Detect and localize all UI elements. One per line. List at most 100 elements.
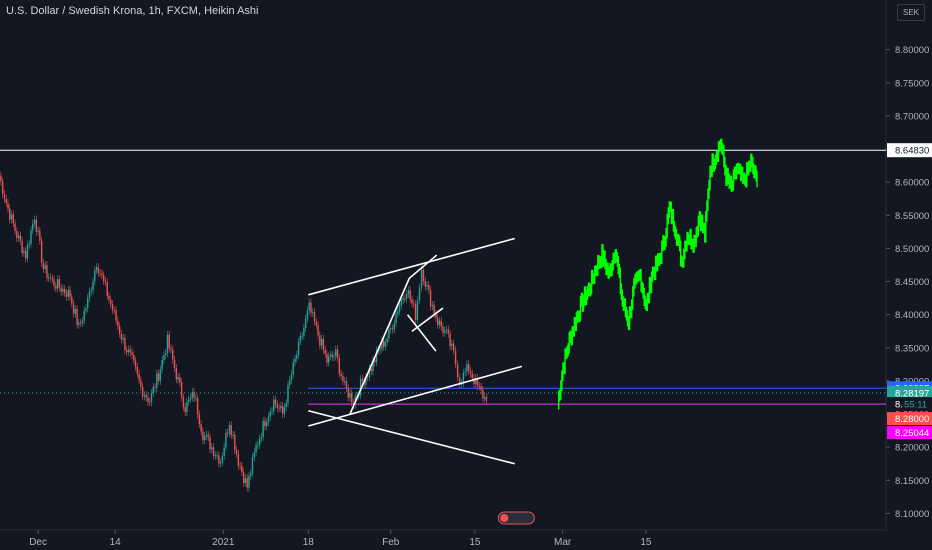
price-candle	[227, 432, 229, 434]
price-candle	[370, 368, 372, 372]
price-candle	[381, 340, 383, 350]
price-candle	[429, 290, 432, 307]
price-candle	[175, 368, 178, 380]
price-candle	[473, 378, 475, 385]
price-candle	[274, 399, 277, 405]
price-candle	[418, 287, 421, 301]
x-tick-label: 14	[110, 537, 122, 548]
price-candle	[39, 230, 41, 241]
price-candle	[404, 298, 406, 300]
price-candle	[209, 437, 211, 450]
y-tick-label: 8.20000	[895, 443, 929, 454]
price-candle	[366, 377, 369, 378]
price-candle	[147, 397, 149, 402]
y-tick-label: 8.45000	[895, 277, 929, 288]
price-candle	[195, 397, 197, 399]
price-candle	[384, 341, 387, 347]
price-candle	[228, 425, 231, 434]
price-candle	[476, 378, 479, 386]
price-candle	[251, 457, 254, 474]
price-candle	[166, 334, 169, 354]
price-candle	[14, 223, 16, 232]
price-candle	[402, 298, 404, 300]
price-candle	[407, 290, 410, 295]
price-candle	[115, 310, 117, 321]
price-candle	[379, 349, 381, 351]
price-candle	[94, 270, 96, 282]
price-candle	[391, 328, 394, 330]
price-candle	[177, 377, 179, 380]
price-candle	[219, 462, 222, 464]
price-candle	[273, 399, 275, 412]
x-tick-label: 15	[640, 537, 652, 548]
price-candle	[88, 291, 91, 299]
price-candle	[203, 436, 206, 441]
price-candle	[216, 455, 218, 457]
price-candle	[95, 267, 98, 271]
price-candle	[340, 373, 342, 377]
price-candle	[398, 305, 401, 312]
price-candle	[124, 337, 126, 351]
resistance-line-label-bg	[887, 143, 932, 158]
price-candle	[7, 202, 9, 209]
price-candle	[0, 175, 2, 182]
price-candle	[352, 402, 355, 405]
price-candle	[133, 354, 135, 361]
trend-line	[308, 365, 523, 427]
price-candle	[108, 295, 110, 300]
price-candle	[214, 455, 216, 457]
price-candle	[69, 289, 71, 297]
price-candle	[368, 368, 371, 378]
price-candle	[267, 416, 270, 423]
x-tick-label: 2021	[212, 537, 235, 548]
price-candle	[28, 243, 30, 245]
price-candle	[102, 275, 105, 281]
currency-button[interactable]: SEK	[897, 4, 925, 21]
price-candle	[232, 434, 234, 436]
magenta-level-line-label-bg	[887, 397, 932, 412]
price-candle	[159, 369, 162, 381]
price-candle	[285, 403, 287, 408]
price-candle	[262, 420, 264, 437]
y-tick-label: 8.40000	[895, 310, 929, 321]
price-candle	[40, 240, 43, 263]
price-candle	[246, 478, 248, 488]
price-candle	[469, 370, 472, 374]
chart-title: U.S. Dollar / Swedish Krona, 1h, FXCM, H…	[6, 5, 259, 17]
price-series	[0, 171, 488, 492]
price-candle	[205, 434, 208, 437]
price-candle	[393, 323, 395, 330]
price-candle	[78, 322, 80, 325]
price-candle	[336, 349, 339, 359]
price-candle	[83, 310, 85, 321]
price-candle	[451, 343, 453, 347]
price-candle	[134, 360, 137, 367]
price-candle	[372, 360, 374, 372]
trend-line	[406, 314, 437, 352]
price-candle	[239, 465, 241, 467]
price-candle	[276, 404, 279, 408]
price-candle	[161, 359, 163, 370]
price-candle	[182, 397, 185, 408]
trend-line	[349, 277, 411, 415]
price-candle	[416, 300, 419, 320]
price-candle	[315, 322, 318, 325]
price-candle	[386, 338, 388, 342]
price-candle	[297, 341, 300, 355]
price-candle	[452, 343, 455, 351]
price-candle	[97, 267, 100, 273]
price-candle	[150, 393, 153, 403]
y-tick-label: 8.60000	[895, 178, 929, 189]
price-candle	[338, 358, 341, 374]
price-candle	[257, 444, 259, 446]
price-candle	[55, 285, 57, 289]
price-candle	[475, 378, 477, 385]
price-candle	[260, 436, 263, 439]
price-candle	[26, 244, 29, 259]
price-candle	[449, 333, 451, 347]
price-candle	[42, 262, 45, 270]
price-candle	[462, 372, 465, 384]
price-candle	[483, 397, 486, 399]
price-candle	[101, 273, 103, 276]
